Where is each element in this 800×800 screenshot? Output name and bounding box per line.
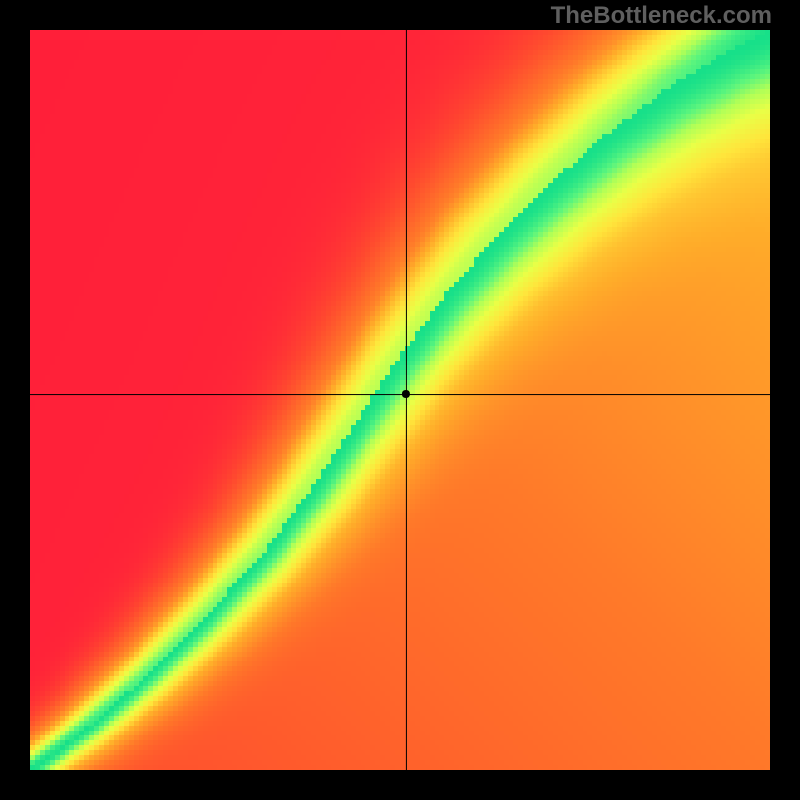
watermark-label: TheBottleneck.com [551,2,772,30]
heatmap-canvas [30,30,770,770]
chart-frame: TheBottleneck.com [0,0,800,800]
